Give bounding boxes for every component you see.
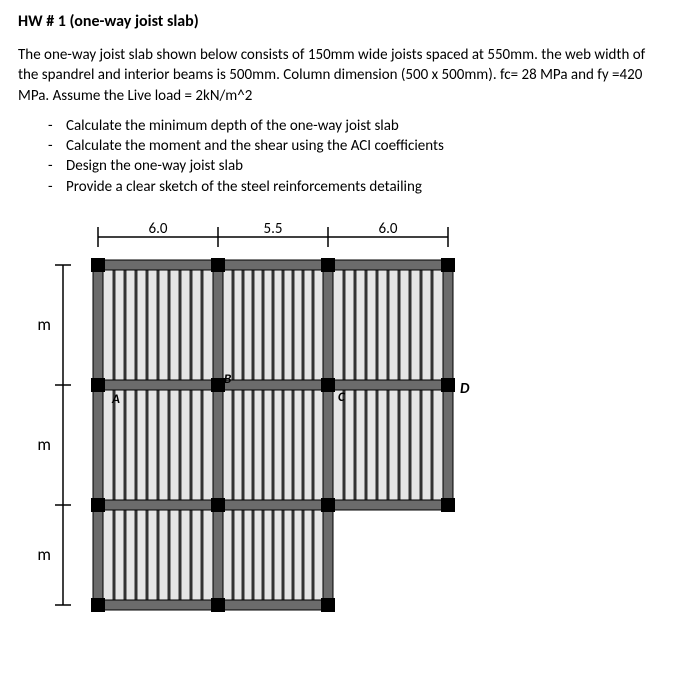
task-item: Calculate the moment and the shear using… bbox=[48, 136, 656, 156]
svg-text:A: A bbox=[111, 392, 120, 407]
task-item: Provide a clear sketch of the steel rein… bbox=[48, 177, 656, 197]
svg-text:5.5: 5.5 bbox=[264, 220, 283, 238]
task-list: Calculate the minimum depth of the one-w… bbox=[18, 116, 656, 197]
problem-statement: The one-way joist slab shown below consi… bbox=[18, 45, 656, 106]
svg-text:5 m: 5 m bbox=[38, 434, 51, 455]
svg-text:5 m: 5 m bbox=[38, 314, 51, 335]
task-item: Calculate the minimum depth of the one-w… bbox=[48, 116, 656, 136]
task-item: Design the one-way joist slab bbox=[48, 156, 656, 176]
svg-text:6.0: 6.0 bbox=[379, 220, 398, 238]
svg-text:4 m: 4 m bbox=[38, 544, 51, 565]
svg-text:B: B bbox=[224, 372, 232, 387]
svg-text:D: D bbox=[460, 380, 470, 398]
hw-title: HW # 1 (one-way joist slab) bbox=[18, 12, 656, 31]
svg-text:6.0: 6.0 bbox=[149, 220, 168, 238]
plan-diagram: 6.05.56.05 m5 m4 mABCD bbox=[38, 207, 656, 662]
